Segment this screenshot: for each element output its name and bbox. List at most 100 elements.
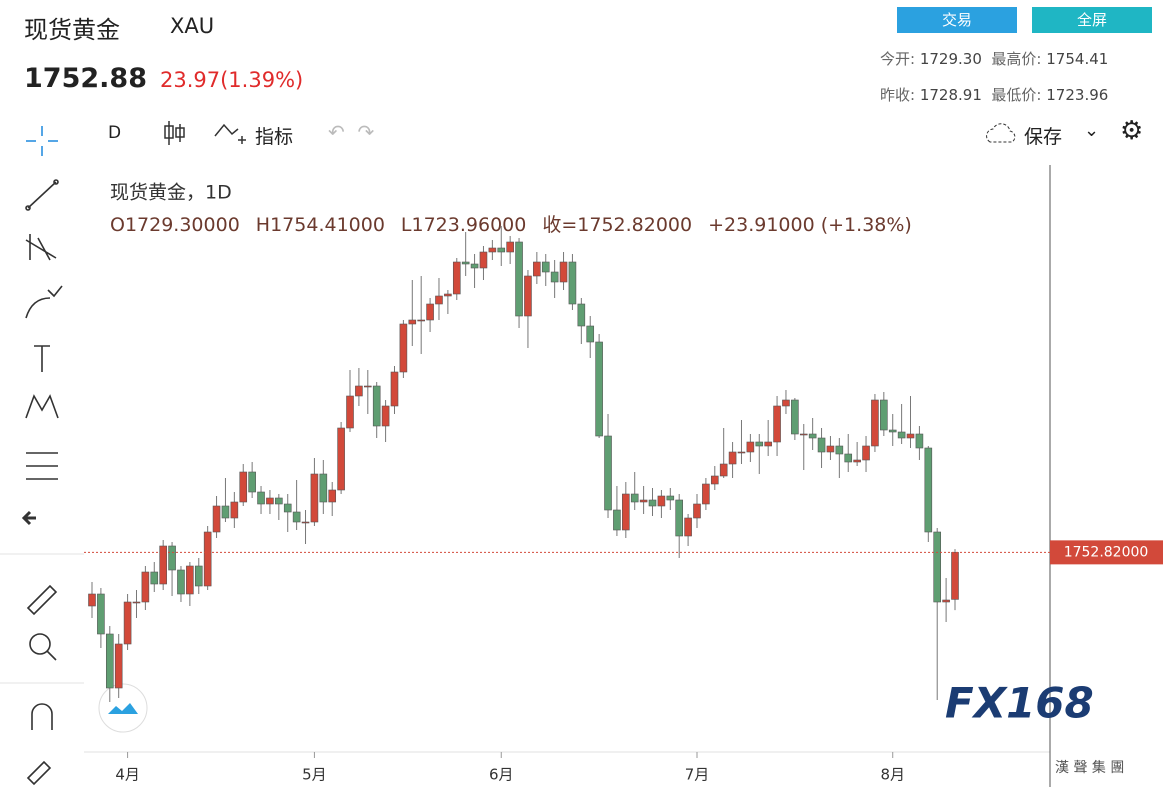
candle-body bbox=[408, 319, 417, 325]
candle-body bbox=[479, 251, 488, 269]
x-tick-label: 5月 bbox=[302, 766, 327, 784]
cloud-icon[interactable] bbox=[982, 120, 1022, 148]
candle-body bbox=[239, 471, 248, 503]
candle-body bbox=[328, 489, 337, 503]
legend-item: 收=1752.82000 bbox=[542, 214, 692, 236]
candle-body bbox=[275, 497, 283, 505]
candle-body bbox=[506, 241, 514, 253]
candle-body bbox=[693, 503, 701, 519]
candle-body bbox=[426, 303, 434, 321]
legend-item: L1723.96000 bbox=[401, 214, 526, 236]
candle-body bbox=[452, 261, 461, 295]
candle-body bbox=[559, 261, 568, 283]
candle-body bbox=[461, 261, 470, 265]
candle-body bbox=[417, 319, 425, 322]
logo-icon bbox=[108, 703, 138, 714]
price-change: 23.97(1.39%) bbox=[160, 68, 304, 92]
save-menu[interactable]: ⌄ bbox=[1084, 120, 1100, 141]
candle-body bbox=[702, 483, 710, 505]
indicator-button[interactable]: 指标 bbox=[255, 126, 294, 148]
undo-redo[interactable]: ↶ ↷ bbox=[328, 120, 375, 144]
candle-body bbox=[533, 261, 541, 277]
candle-body bbox=[257, 491, 265, 505]
logo-badge[interactable] bbox=[98, 683, 148, 733]
stat-value: 1728.91 bbox=[919, 86, 982, 104]
legend-item: H1754.41000 bbox=[256, 214, 385, 236]
candle-body bbox=[186, 565, 194, 595]
candle-body bbox=[381, 405, 390, 427]
candle-body bbox=[515, 241, 523, 317]
candle-body bbox=[310, 473, 319, 523]
candle-body bbox=[782, 399, 790, 407]
candle-body bbox=[203, 531, 212, 587]
candle-body bbox=[951, 552, 959, 600]
indicator-icon[interactable] bbox=[212, 118, 248, 148]
candle-body bbox=[346, 395, 354, 429]
x-tick-label: 8月 bbox=[880, 766, 905, 784]
candle-body bbox=[266, 497, 274, 505]
candle-body bbox=[666, 495, 675, 501]
candle-body bbox=[799, 433, 808, 436]
stat-label: 今开: bbox=[880, 50, 916, 68]
save-button[interactable]: 保存 bbox=[1024, 126, 1063, 148]
x-tick-label: 4月 bbox=[115, 766, 140, 784]
candle-body bbox=[862, 445, 870, 461]
stat-label: 最低价: bbox=[991, 86, 1042, 104]
legend-item: +23.91000 (+1.38%) bbox=[708, 214, 912, 236]
candle-body bbox=[470, 263, 479, 269]
candle-body bbox=[364, 385, 372, 388]
candle-body bbox=[675, 499, 683, 537]
ohlc-legend: O1729.30000 H1754.41000 L1723.96000 收=1752.… bbox=[110, 214, 912, 236]
candle-body bbox=[657, 495, 666, 507]
candle-body bbox=[613, 509, 621, 531]
stat-label: 最高价: bbox=[991, 50, 1042, 68]
interval-button[interactable]: D bbox=[108, 123, 122, 143]
candle-body bbox=[728, 451, 737, 465]
candle-body bbox=[194, 565, 203, 587]
fullscreen-button[interactable]: 全屏 bbox=[1032, 7, 1152, 33]
stat-label: 昨收: bbox=[880, 86, 916, 104]
candle-body bbox=[399, 323, 408, 373]
candle-body bbox=[105, 633, 114, 689]
candle-body bbox=[595, 341, 603, 437]
candle-type-icon[interactable] bbox=[160, 118, 190, 148]
candle-body bbox=[444, 293, 452, 297]
candle-body bbox=[755, 441, 764, 447]
candle-body bbox=[684, 517, 692, 537]
instrument-name: 现货黄金 bbox=[24, 16, 120, 44]
candle-body bbox=[372, 385, 381, 427]
candle-body bbox=[541, 261, 550, 273]
candle-body bbox=[924, 447, 933, 533]
candle-body bbox=[586, 325, 595, 343]
settings-icon[interactable]: ⚙ bbox=[1120, 116, 1144, 146]
last-price: 1752.88 bbox=[24, 63, 147, 94]
candle-body bbox=[835, 445, 844, 455]
candle-body bbox=[604, 435, 612, 511]
candle-body bbox=[230, 501, 239, 519]
candle-body bbox=[888, 429, 897, 433]
candle-body bbox=[114, 643, 123, 689]
x-tick-label: 6月 bbox=[489, 766, 514, 784]
candle-body bbox=[933, 531, 942, 603]
candle-body bbox=[132, 601, 141, 604]
candle-body bbox=[568, 261, 577, 305]
watermark: FX168 bbox=[945, 679, 1094, 728]
candle-body bbox=[550, 271, 559, 283]
candle-body bbox=[212, 505, 221, 533]
candle-body bbox=[524, 275, 532, 317]
candle-body bbox=[497, 247, 506, 253]
candle-body bbox=[88, 593, 96, 607]
candle-body bbox=[123, 601, 132, 645]
candle-body bbox=[773, 405, 781, 443]
candle-body bbox=[710, 475, 719, 485]
candle-body bbox=[719, 463, 728, 477]
trade-button[interactable]: 交易 bbox=[897, 7, 1017, 33]
candle-body bbox=[221, 505, 230, 519]
watermark-group: 漢 聲 集 團 bbox=[1055, 759, 1124, 776]
candle-body bbox=[435, 295, 443, 305]
candle-body bbox=[746, 441, 755, 453]
stats-row: 昨收: 1728.91 最低价: 1723.96 bbox=[880, 84, 1108, 105]
candle-body bbox=[880, 399, 888, 431]
candle-body bbox=[177, 569, 185, 595]
